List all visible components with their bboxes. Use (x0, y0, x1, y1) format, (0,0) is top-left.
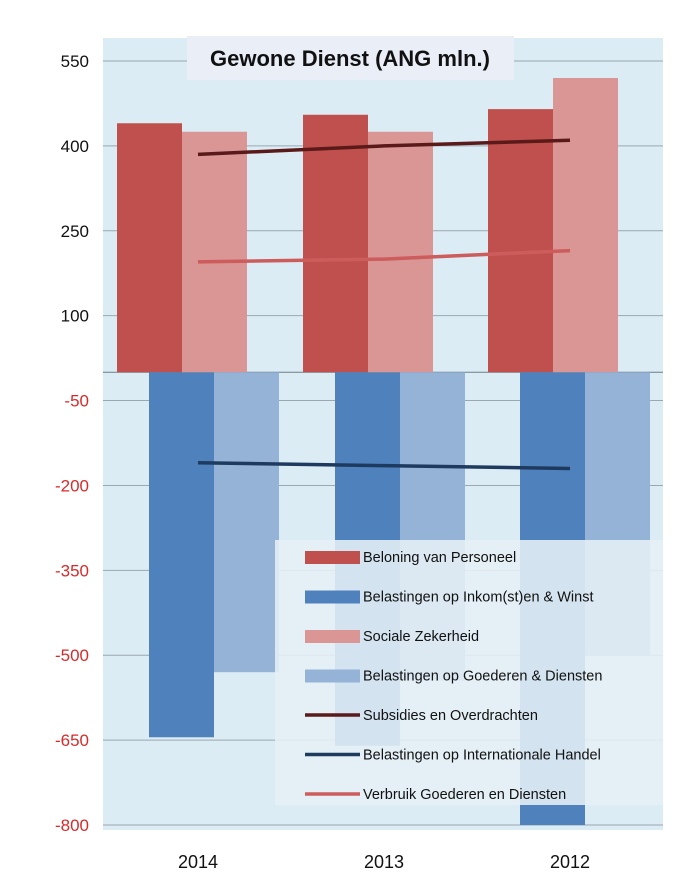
bar-belastingen-op-goederen-diensten-2014 (214, 372, 279, 673)
x-axis-tick-labels: 2014 2013 2012 (178, 852, 590, 872)
bar-sociale-zekerheid-2013 (368, 131, 433, 373)
line-belastingen-op-internationale-handel (197, 461, 571, 471)
legend-label: Verbruik Goederen en Diensten (363, 787, 566, 803)
bar-belastingen-op-inkom-st-en-winst-2014 (149, 372, 214, 738)
y-tick-label: 100 (61, 307, 89, 326)
y-tick-label: -500 (55, 646, 89, 665)
bar-beloning-van-personeel-2012 (488, 109, 553, 373)
chart-title-box: Gewone Dienst (ANG mln.) (187, 36, 514, 80)
x-tick-label: 2012 (550, 852, 590, 872)
legend-swatch (305, 630, 360, 643)
bar-beloning-van-personeel-2013 (303, 114, 368, 373)
legend-swatch (305, 551, 360, 564)
chart-title: Gewone Dienst (ANG mln.) (210, 46, 490, 71)
legend: Beloning van Personeel Belastingen op Ink… (275, 540, 663, 805)
y-tick-label: 250 (61, 222, 89, 241)
y-tick-label: -800 (55, 816, 89, 835)
legend-swatch (305, 590, 360, 604)
y-axis-tick-labels: 550 400 250 100 -50 -200 -350 -500 -650 -800 (55, 52, 89, 835)
legend-swatch (305, 669, 360, 683)
legend-label: Sociale Zekerheid (363, 629, 479, 645)
legend-label: Beloning van Personeel (363, 550, 516, 566)
y-tick-label: -200 (55, 476, 89, 495)
bar-beloning-van-personeel-2014 (117, 123, 182, 373)
legend-label: Belastingen op Inkom(st)en & Winst (363, 590, 594, 606)
y-tick-label: -350 (55, 561, 89, 580)
y-tick-label: -650 (55, 731, 89, 750)
legend-label: Subsidies en Overdrachten (363, 708, 538, 724)
line-subsidies-en-overdrachten (197, 138, 571, 157)
title-background (187, 36, 514, 80)
legend-label: Belastingen op Goederen & Diensten (363, 669, 602, 685)
legend-label: Belastingen op Internationale Handel (363, 748, 601, 764)
lines-layer (197, 138, 571, 471)
x-tick-label: 2014 (178, 852, 218, 872)
bar-sociale-zekerheid-2014 (182, 131, 247, 373)
bar-sociale-zekerheid-2012 (553, 77, 618, 373)
line-verbruik-goederen-en-diensten (197, 248, 571, 264)
x-tick-label: 2013 (364, 852, 404, 872)
y-tick-label: 400 (61, 137, 89, 156)
y-tick-label: -50 (64, 392, 89, 411)
y-tick-label: 550 (61, 52, 89, 71)
